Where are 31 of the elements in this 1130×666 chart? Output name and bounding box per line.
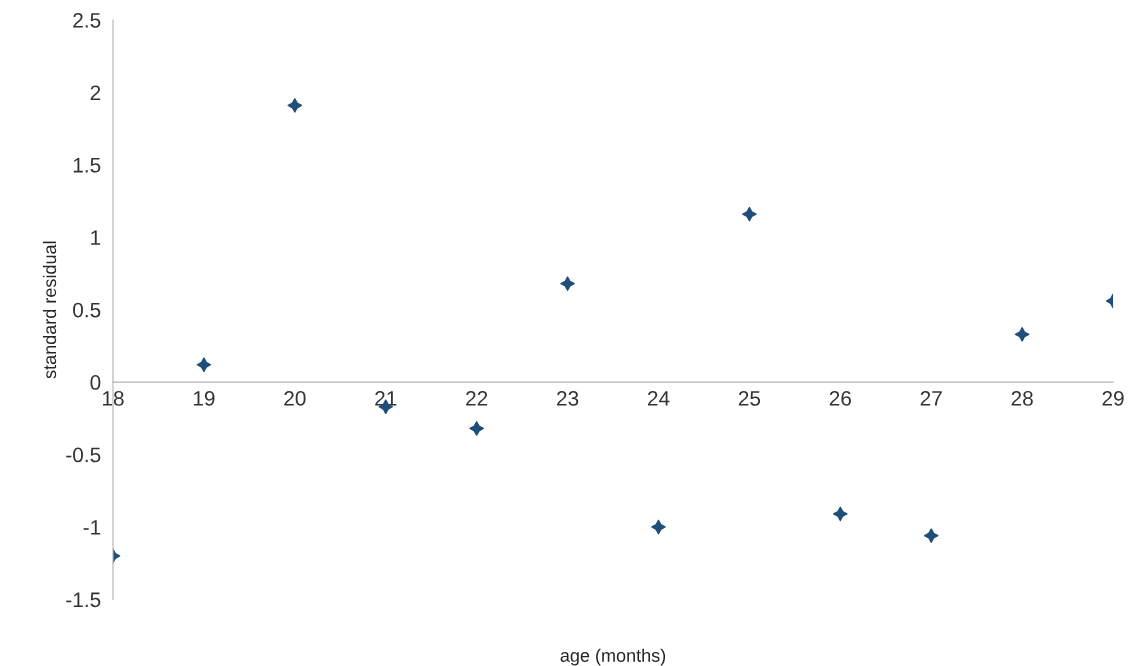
point bbox=[923, 528, 939, 543]
x-tick-label: 28 bbox=[1011, 391, 1033, 406]
x-tick-label: 27 bbox=[920, 391, 942, 406]
x-tick-label: 18 bbox=[103, 391, 124, 406]
y-axis-title: standard residual bbox=[42, 241, 57, 379]
y-tick-label: -0.5 bbox=[66, 447, 101, 463]
y-tick-label: 1.5 bbox=[73, 158, 101, 173]
y-tick-label: 0.5 bbox=[73, 302, 101, 318]
point bbox=[196, 357, 212, 373]
y-tick-label: 2 bbox=[90, 85, 101, 100]
point bbox=[1014, 327, 1030, 342]
y-tick-label: -1.5 bbox=[66, 592, 101, 608]
x-tick-label: 23 bbox=[557, 391, 579, 406]
y-tick-label: 0 bbox=[90, 375, 101, 390]
x-axis-title: age (months) bbox=[560, 648, 666, 666]
y-tick-label: 1 bbox=[91, 230, 101, 245]
x-tick-label: 26 bbox=[829, 391, 851, 406]
x-tick-label: 20 bbox=[284, 391, 306, 406]
point bbox=[651, 519, 666, 535]
x-tick-label: 25 bbox=[738, 391, 761, 406]
x-tick-label: 22 bbox=[466, 391, 488, 406]
x-tick-label: 19 bbox=[193, 391, 215, 406]
x-tick-label: 29 bbox=[1102, 391, 1124, 406]
point bbox=[742, 206, 757, 222]
x-tick-label: 24 bbox=[647, 391, 670, 406]
y-tick-label: -1 bbox=[83, 520, 101, 535]
point bbox=[287, 98, 303, 113]
y-tick-label: 2.5 bbox=[73, 12, 101, 28]
point bbox=[469, 421, 484, 436]
point bbox=[833, 506, 848, 522]
point bbox=[560, 276, 575, 291]
